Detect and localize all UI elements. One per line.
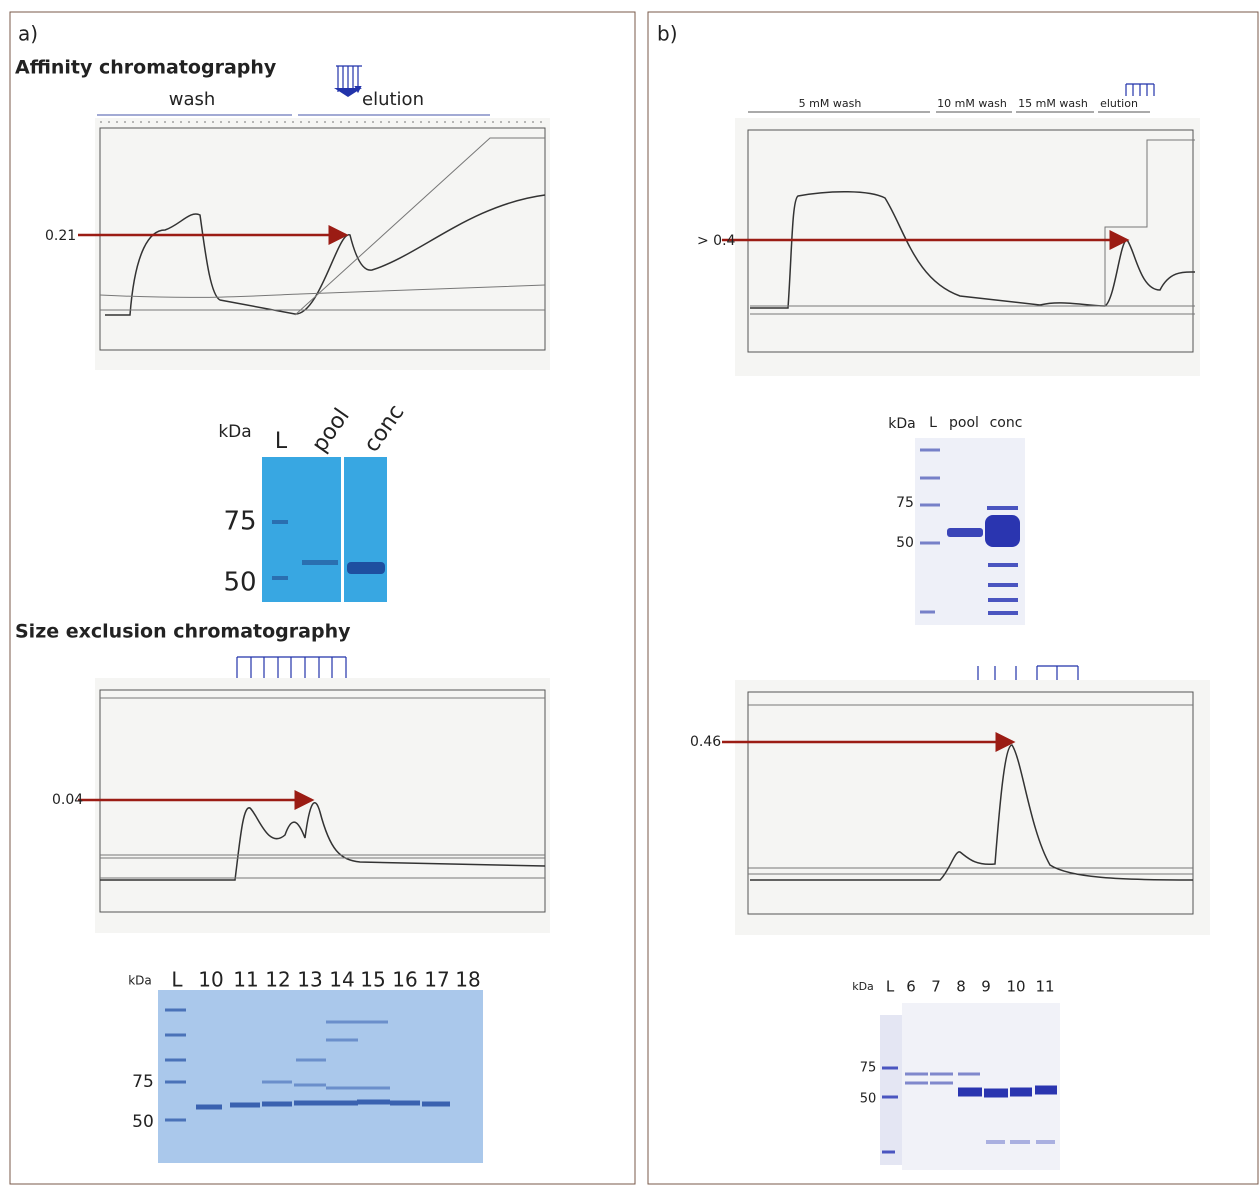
lane-label: 10	[198, 968, 223, 992]
lane-label: 8	[956, 978, 966, 996]
lane-label: 14	[329, 968, 354, 992]
panel-label: a)	[18, 22, 38, 46]
region-label: 10 mM wash	[937, 97, 1007, 110]
marker-label: 75	[132, 1072, 154, 1092]
lane-label: 16	[392, 968, 417, 992]
fraction-arrows	[236, 656, 347, 678]
marker-label: 75	[223, 507, 256, 537]
panel-frame	[647, 11, 1259, 1185]
section-title: Size exclusion chromatography	[15, 621, 351, 643]
region-label: elution	[1100, 97, 1138, 110]
fraction-arrows	[1125, 83, 1155, 96]
lane-label: 12	[265, 968, 290, 992]
region-label: wash	[169, 89, 216, 110]
peak-label: 0.46	[690, 734, 721, 750]
lane-label: 15	[360, 968, 385, 992]
fraction-arrows	[334, 65, 362, 97]
marker-label: 50	[896, 535, 914, 551]
lane-label: 17	[424, 968, 449, 992]
lane-label: L	[929, 415, 937, 431]
region-label: 5 mM wash	[799, 97, 862, 110]
lane-label: pool	[949, 415, 979, 431]
lane-label: L	[171, 968, 183, 992]
marker-label: 75	[860, 1061, 877, 1076]
panel-label: b)	[657, 22, 678, 46]
gel	[915, 438, 1025, 625]
marker-label: 50	[132, 1112, 154, 1132]
peak-label: 0.21	[45, 228, 76, 244]
gel-unit: kDa	[218, 422, 251, 442]
region-label: elution	[362, 89, 424, 110]
lane-label: L	[886, 978, 895, 996]
chromatogram	[95, 678, 550, 933]
marker-label: 75	[896, 495, 914, 511]
peak-label: 0.04	[52, 792, 83, 808]
chromatogram	[735, 118, 1200, 376]
marker-label: 50	[223, 568, 256, 598]
lane-label: conc	[990, 415, 1023, 431]
lane-label: 6	[906, 978, 916, 996]
fraction-arrows	[977, 665, 1079, 680]
lane-label: 7	[931, 978, 941, 996]
chromatogram	[95, 118, 550, 370]
gel	[262, 457, 387, 602]
lane-label: conc	[359, 400, 409, 457]
marker-label: 50	[860, 1092, 877, 1107]
lane-label: 11	[233, 968, 258, 992]
gel-unit: kDa	[128, 974, 152, 988]
lane-label: L	[275, 429, 288, 454]
peak-label: > 0.4	[697, 233, 736, 249]
gel	[158, 990, 483, 1163]
gel-unit: kDa	[888, 416, 915, 432]
lane-label: 11	[1035, 978, 1054, 996]
lane-label: 18	[455, 968, 480, 992]
lane-label: 10	[1006, 978, 1025, 996]
lane-label: pool	[307, 404, 354, 457]
gel-unit: kDa	[852, 980, 874, 993]
gel	[880, 1003, 1060, 1170]
panel-frame	[9, 11, 636, 1185]
lane-label: 9	[981, 978, 991, 996]
section-title: Affinity chromatography	[15, 57, 277, 79]
region-label: 15 mM wash	[1018, 97, 1088, 110]
lane-label: 13	[297, 968, 322, 992]
chromatogram	[735, 680, 1210, 935]
